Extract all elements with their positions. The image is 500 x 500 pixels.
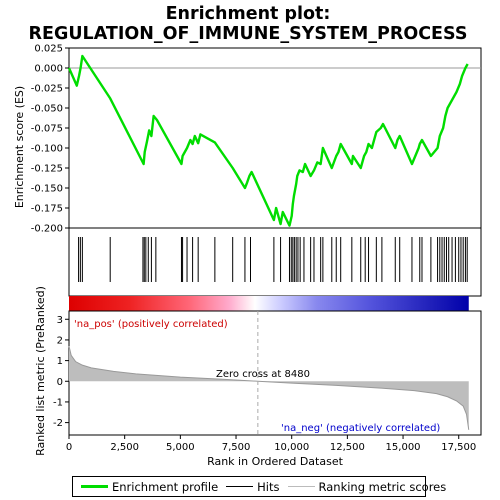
legend-hits: Hits [218, 479, 280, 494]
legend-hits-label: Hits [257, 479, 280, 494]
xtick-label: 17,500 [441, 442, 476, 453]
es-panel: 0.025 0.000 -0.025 -0.050 -0.075 -0.100 -0.125… [13, 44, 482, 311]
zero-cross-label: Zero cross at 8480 [216, 369, 310, 380]
metric-ytick-label: 2 [57, 335, 63, 346]
legend-ranking-label: Ranking metric scores [318, 479, 447, 494]
xtick-label: 5,000 [166, 442, 195, 453]
x-ticks: 0 2,500 5,000 7,500 10,000 12,500 15,000 17,500 [66, 435, 476, 453]
chart-title-line1: Enrichment plot: [166, 4, 331, 24]
xtick-label: 15,000 [386, 442, 421, 453]
enrichment-profile-line [67, 54, 469, 227]
legend-enrichment-label: Enrichment profile [112, 479, 219, 494]
xtick-label: 2,500 [110, 442, 139, 453]
legend-enrichment-profile: Enrichment profile [73, 480, 218, 494]
neg-correlated-label: 'na_neg' (negatively correlated) [281, 423, 440, 434]
metric-ytick-label: 3 [57, 315, 63, 326]
xtick-label: 12,500 [330, 442, 365, 453]
es-line-group [67, 54, 469, 227]
es-y-label: Enrichment score (ES) [13, 86, 26, 208]
es-ytick-label: 0.025 [34, 44, 63, 55]
es-ytick-label: -0.200 [31, 224, 63, 235]
metric-y-ticks: 3 2 1 0 -1 -2 [53, 315, 69, 429]
rank-heatmap [69, 296, 469, 311]
metric-area-group [68, 346, 470, 430]
xtick-label: 0 [66, 442, 72, 453]
legend-ranking-metric: Ranking metric scores [280, 479, 447, 494]
metric-ytick-label: -1 [53, 397, 63, 408]
metric-y-label: Ranked list metric (PreRanked) [34, 286, 47, 456]
legend-gray-line-icon [287, 486, 315, 487]
x-axis-label: Rank in Ordered Dataset [207, 455, 344, 468]
es-y-ticks: 0.025 0.000 -0.025 -0.050 -0.075 -0.100 -0.125… [31, 44, 69, 235]
es-ytick-label: -0.025 [31, 84, 63, 95]
es-ytick-label: -0.175 [31, 204, 63, 215]
chart-title-line2: REGULATION_OF_IMMUNE_SYSTEM_PROCESS [29, 24, 468, 44]
metric-area [69, 346, 469, 430]
es-plot-frame [68, 47, 482, 297]
rank-heatmap-bar [69, 296, 469, 311]
legend-green-line-icon [81, 485, 108, 488]
legend-black-line-icon [226, 486, 254, 487]
metric-ytick-label: 1 [57, 356, 63, 367]
es-ytick-label: 0.000 [34, 64, 63, 75]
metric-line [68, 346, 470, 430]
metric-ytick-label: 0 [57, 377, 63, 388]
metric-plot-frame [68, 310, 482, 436]
metric-panel: 3 2 1 0 -1 -2 0 2,500 5,000 7,500 10,000 12,500 15,… [34, 286, 482, 468]
es-ytick-label: -0.075 [31, 124, 63, 135]
es-ytick-label: -0.050 [31, 104, 63, 115]
pos-correlated-label: 'na_pos' (positively correlated) [74, 319, 228, 330]
hits-group [78, 237, 468, 282]
es-ytick-label: -0.125 [31, 164, 63, 175]
legend: Enrichment profile Hits Ranking metric s… [72, 476, 446, 497]
metric-ytick-label: -2 [53, 418, 63, 429]
es-ytick-label: -0.100 [31, 144, 63, 155]
es-ytick-label: -0.150 [31, 184, 63, 195]
xtick-label: 7,500 [222, 442, 251, 453]
xtick-label: 10,000 [274, 442, 309, 453]
